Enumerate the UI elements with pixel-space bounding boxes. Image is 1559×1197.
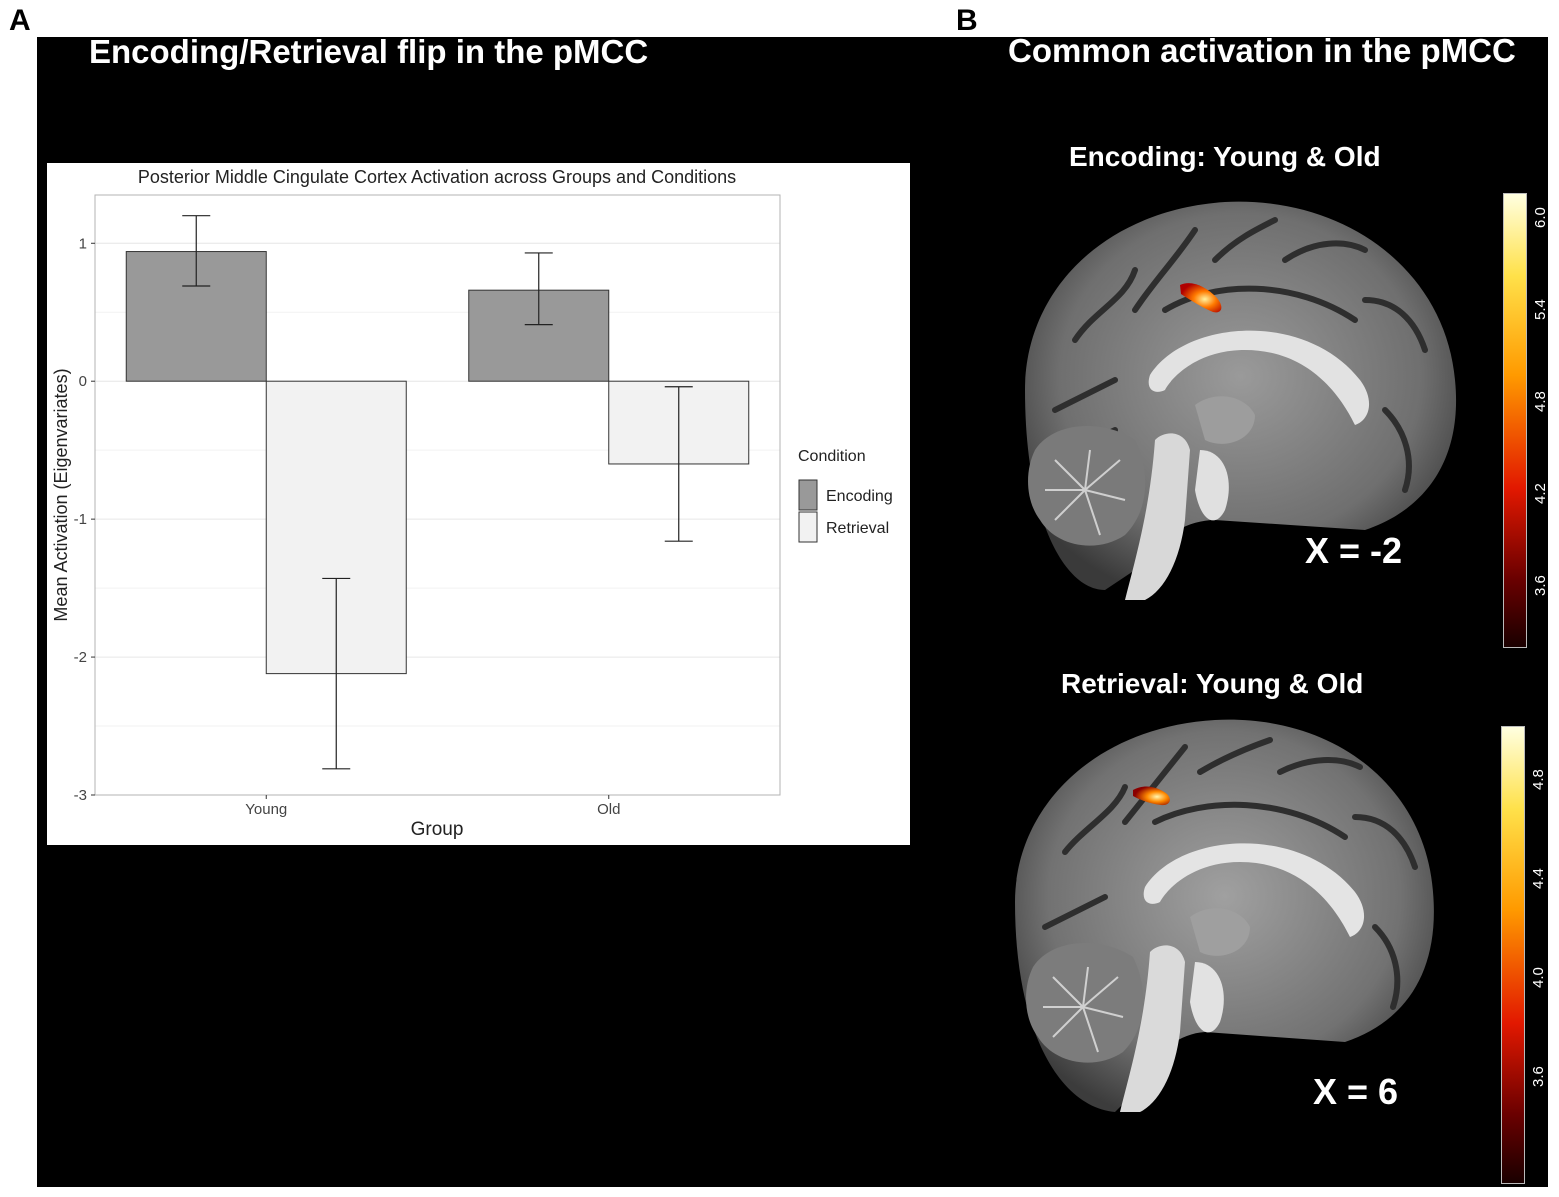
y-tick-label: -1 bbox=[74, 511, 87, 528]
colorbar-tick-label: 3.6 bbox=[1530, 1066, 1547, 1087]
colorbar-tick-label: 5.4 bbox=[1532, 299, 1549, 320]
legend-swatch-retrieval bbox=[798, 511, 818, 543]
slice-1-title: Encoding: Young & Old bbox=[1069, 141, 1381, 172]
brain-sagittal-slice-2 bbox=[1015, 719, 1434, 1112]
x-axis-label: Group bbox=[411, 819, 464, 840]
panel-b-letter: B bbox=[956, 4, 978, 37]
slice-2-coordinate: X = 6 bbox=[1313, 1071, 1399, 1112]
colorbar-tick-label: 4.2 bbox=[1532, 483, 1549, 504]
chart-title: Posterior Middle Cingulate Cortex Activa… bbox=[138, 167, 736, 187]
panel-b-heading: Common activation in the pMCC bbox=[1008, 32, 1516, 69]
y-tick-label: 0 bbox=[79, 373, 87, 390]
colorbar-2 bbox=[1501, 726, 1525, 1184]
activation-cluster-1 bbox=[1180, 283, 1222, 313]
brain-sagittal-slice-1 bbox=[1025, 201, 1457, 600]
y-tick-label: -3 bbox=[74, 787, 87, 804]
cerebellum bbox=[1026, 943, 1144, 1063]
legend-label-encoding: Encoding bbox=[826, 488, 893, 505]
y-tick-label: -2 bbox=[74, 649, 87, 666]
colorbar-1 bbox=[1503, 193, 1527, 648]
x-tick-label: Young bbox=[245, 801, 287, 818]
activation-cluster-2 bbox=[1133, 786, 1170, 806]
colorbar-tick-label: 4.4 bbox=[1530, 868, 1547, 889]
legend-label-retrieval: Retrieval bbox=[826, 520, 889, 537]
cerebellum bbox=[1028, 426, 1146, 546]
plot-border bbox=[94, 194, 781, 796]
colorbar-tick-label: 4.8 bbox=[1530, 769, 1547, 790]
y-tick-label: 1 bbox=[79, 235, 87, 252]
bar-chart: 1 0 -1 -2 -3 Young Old Posterior Middle Cingu… bbox=[51, 167, 893, 840]
legend-title: Condition bbox=[798, 448, 866, 465]
colorbar-tick-label: 6.0 bbox=[1532, 207, 1549, 228]
legend-swatch-encoding bbox=[798, 479, 818, 511]
x-tick-label: Old bbox=[597, 801, 620, 818]
y-axis-label: Mean Activation (Eigenvariates) bbox=[51, 368, 71, 621]
colorbar-tick-label: 3.6 bbox=[1532, 575, 1549, 596]
panel-a-letter: A bbox=[9, 4, 31, 37]
bar-chart-panel: 1 0 -1 -2 -3 Young Old Posterior Middle Cingu… bbox=[47, 163, 910, 845]
panel-a-heading: Encoding/Retrieval flip in the pMCC bbox=[89, 33, 649, 70]
slice-1-coordinate: X = -2 bbox=[1305, 530, 1403, 571]
legend: Condition Encoding Retrieval bbox=[798, 448, 893, 543]
colorbar-tick-label: 4.0 bbox=[1530, 967, 1547, 988]
slice-2-title: Retrieval: Young & Old bbox=[1061, 668, 1364, 699]
colorbar-tick-label: 4.8 bbox=[1532, 391, 1549, 412]
